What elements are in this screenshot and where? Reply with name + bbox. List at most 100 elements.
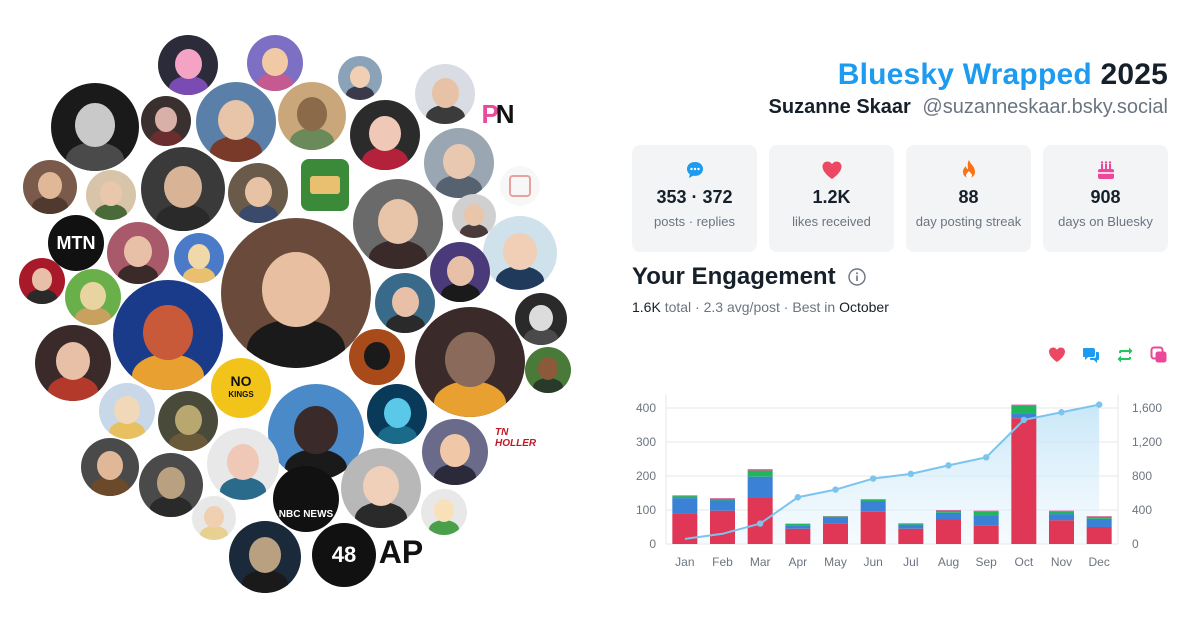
avatar [483, 216, 557, 290]
avatar [158, 391, 218, 451]
bar-segment [1086, 518, 1112, 527]
x-tick-label: Feb [712, 555, 733, 569]
x-tick-label: Nov [1051, 555, 1072, 569]
avatar [99, 383, 155, 439]
stat-label: posts · replies [654, 214, 735, 229]
stat-value: 908 [1090, 187, 1121, 207]
avatar [415, 307, 525, 417]
engagement-title: Your Engagement [632, 263, 866, 291]
x-tick-label: Jun [863, 555, 882, 569]
bar-segment [936, 519, 961, 544]
bar-segment [1011, 405, 1037, 414]
bar-segment [936, 512, 961, 520]
bar-segment [747, 476, 773, 498]
bar-segment [672, 496, 698, 499]
bar-segment [898, 524, 924, 529]
engagement-chart: 0 0 100 400 200 800 300 1,200 400 1,600 Jan Feb Mar A… [636, 394, 1162, 569]
y-tick-left: 400 [636, 401, 656, 415]
bar-segment [860, 499, 886, 502]
avatar [452, 194, 496, 238]
bar-segment [936, 510, 961, 511]
nbc-news-logo: NBC NEWS [273, 466, 339, 532]
brand-year: 2025 [1100, 58, 1168, 91]
user-handle: @suzanneskaar.bsky.social [922, 96, 1168, 118]
avatar [353, 179, 443, 269]
bar-segment [747, 469, 773, 471]
avatar [341, 448, 421, 528]
stat-label: likes received [792, 214, 871, 229]
stat-label: days on Bluesky [1058, 214, 1153, 229]
bar-segment [785, 523, 811, 526]
flame-icon [958, 159, 980, 181]
bar-segment [1049, 514, 1074, 521]
bar-segment [973, 510, 999, 512]
cumulative-point [794, 494, 802, 501]
x-tick-label: Jul [903, 555, 918, 569]
bar-segment [785, 528, 811, 544]
bar-segment [823, 517, 848, 524]
info-icon[interactable] [847, 268, 866, 286]
bar-segment [1011, 413, 1037, 419]
y-tick-right: 1,600 [1132, 401, 1162, 415]
engagement-avg: 2.3 avg/post [703, 299, 780, 315]
avatar [350, 100, 420, 170]
display-name: Suzanne Skaar [768, 96, 911, 118]
stat-value: 1.2K [812, 187, 851, 207]
stat-card-likes: 1.2K likes received [769, 145, 894, 252]
ap-logo: AP [378, 533, 424, 570]
avatar [430, 242, 490, 302]
avatar [141, 96, 191, 146]
heart-icon[interactable] [1048, 346, 1066, 364]
y-tick-left: 100 [636, 503, 656, 517]
x-tick-label: Mar [750, 555, 771, 569]
cumulative-point [945, 462, 952, 469]
cumulative-area [684, 404, 1100, 544]
avatar [367, 384, 427, 444]
tn-holler-logo: TN HOLLER [495, 427, 537, 449]
wrapped-panel: Bluesky Wrapped 2025 Suzanne Skaar @suza… [632, 0, 1168, 630]
bar-segment [710, 498, 735, 501]
stat-card-posts: 353 · 372 posts · replies [632, 145, 757, 252]
cumulative-point [907, 470, 915, 478]
stat-card-streak: 88 day posting streak [906, 145, 1031, 252]
stat-value: 88 [958, 187, 979, 207]
bar-segment [860, 501, 886, 512]
mtn-logo: MTN [48, 215, 104, 271]
avatar [424, 128, 494, 198]
avatar-cloud: P N MTN NO KINGS NBC NEWS TN HOLLER AP 48 [19, 35, 571, 593]
y-tick-left: 300 [636, 435, 656, 449]
bar-segment [1086, 527, 1112, 544]
reply-bubbles-icon[interactable] [1082, 346, 1100, 364]
brand-name: Bluesky Wrapped [837, 58, 1092, 91]
avatar [422, 419, 488, 485]
avatar [158, 35, 218, 95]
y-tick-right: 0 [1132, 537, 1139, 551]
avatar [228, 163, 288, 223]
stat-card-days: 908 days on Bluesky [1043, 145, 1168, 252]
best-month: October [839, 299, 889, 315]
x-tick-label: Aug [938, 555, 959, 569]
bar-segment [1011, 404, 1037, 406]
avatar [139, 453, 203, 517]
avatar [525, 347, 571, 393]
avatar [415, 64, 475, 124]
bar-segment [672, 513, 698, 544]
avatar [19, 258, 65, 304]
bar-segment [1049, 520, 1074, 544]
quote-icon[interactable] [1150, 346, 1168, 364]
user-identity: Suzanne Skaar @suzanneskaar.bsky.social [769, 96, 1168, 119]
avatar [207, 428, 279, 500]
no-kings-logo: NO KINGS [211, 358, 271, 418]
y-tick-right: 400 [1132, 503, 1152, 517]
repost-icon[interactable] [1116, 346, 1134, 364]
y-tick-left: 0 [649, 537, 656, 551]
bar-segment [860, 499, 886, 500]
best-prefix: Best in [792, 299, 836, 315]
bar-segment [973, 525, 999, 544]
avatar [35, 325, 111, 401]
bar-segment [973, 515, 999, 526]
bar-segment [1011, 418, 1037, 544]
avatar [338, 56, 382, 100]
chart-legend [1048, 346, 1168, 364]
bar-segment [710, 510, 735, 544]
